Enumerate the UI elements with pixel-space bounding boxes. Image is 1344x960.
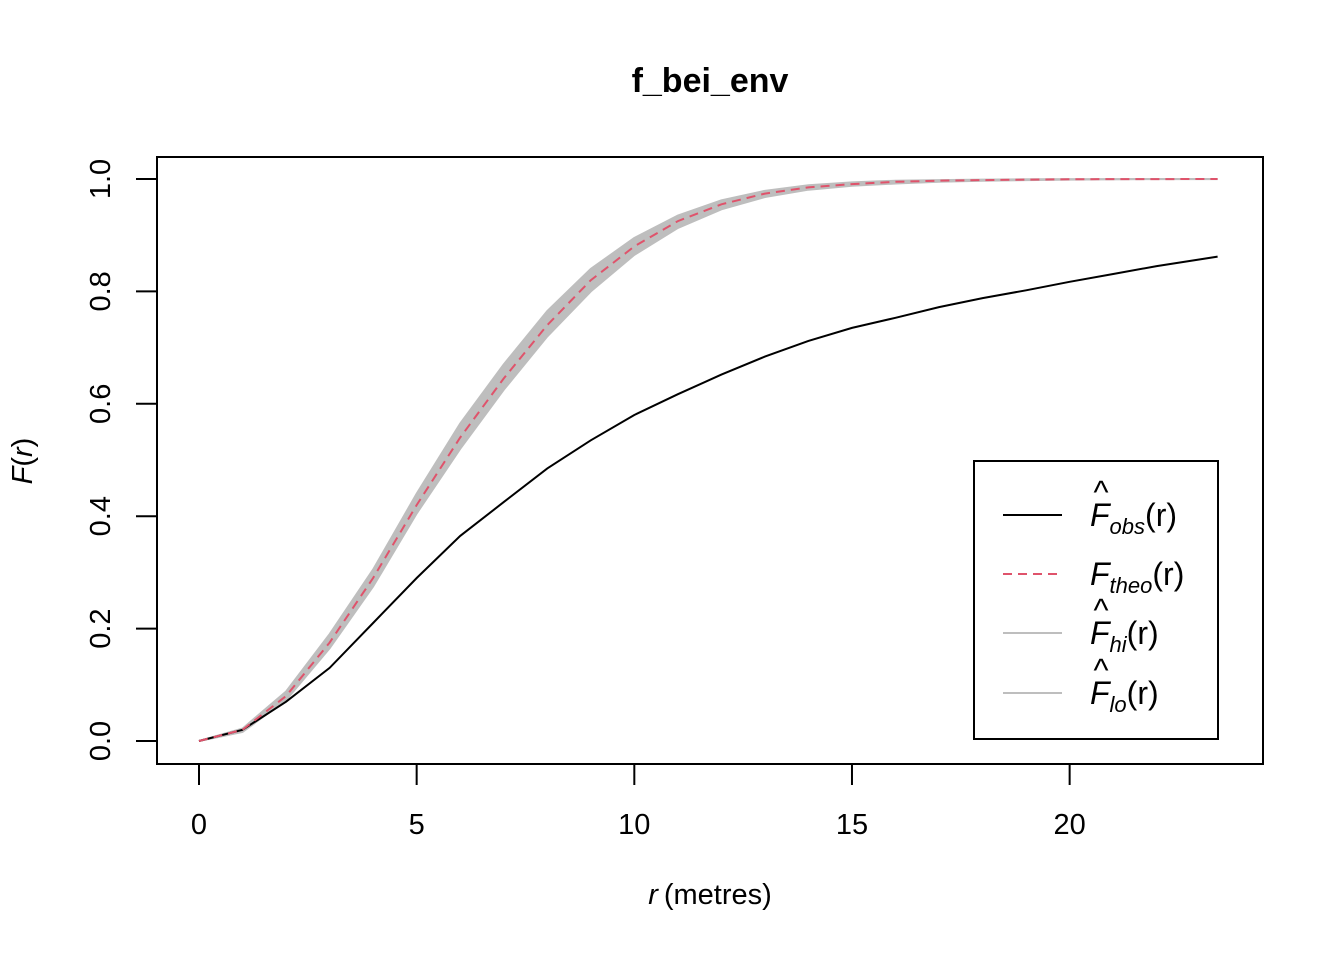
- x-axis-unit: (metres): [664, 879, 772, 911]
- y-tick-label: 0.8: [85, 271, 117, 311]
- legend-hat-hi: ^: [1093, 592, 1108, 628]
- legend-base-obs: F: [1090, 497, 1112, 533]
- legend-arg-hi: (r): [1127, 615, 1159, 651]
- series-layer: [198, 178, 1218, 742]
- x-tick-label: 20: [1054, 809, 1086, 841]
- legend-sub-theo: theo: [1110, 573, 1153, 598]
- legend: Fobs(r)^Ftheo(r)Fhi(r)^Flo(r)^: [973, 460, 1219, 740]
- legend-sub-hi: hi: [1110, 632, 1128, 657]
- y-tick-label: 0.4: [85, 496, 117, 536]
- y-axis-close: ): [7, 438, 39, 448]
- legend-base-lo: F: [1090, 675, 1112, 711]
- legend-hat-lo: ^: [1093, 652, 1108, 688]
- legend-arg-theo: (r): [1152, 556, 1184, 592]
- legend-label-obs: Fobs(r): [1090, 497, 1177, 539]
- legend-arg-obs: (r): [1145, 497, 1177, 533]
- legend-hat-obs: ^: [1093, 474, 1108, 510]
- x-tick-label: 5: [409, 809, 425, 841]
- y-tick-label: 1.0: [85, 159, 117, 199]
- y-axis-func: F: [7, 464, 39, 484]
- x-axis: 0 5 10 15 20: [191, 763, 1086, 841]
- y-tick-label: 0.2: [85, 608, 117, 648]
- legend-label-hi: Fhi(r): [1090, 615, 1159, 657]
- y-axis-var: r: [7, 446, 39, 457]
- legend-label-lo: Flo(r): [1090, 675, 1159, 717]
- series-line-theo: [198, 178, 1218, 742]
- x-tick-label: 15: [836, 809, 868, 841]
- x-tick-label: 10: [618, 809, 650, 841]
- legend-base-theo: F: [1090, 556, 1112, 592]
- y-tick-label: 0.6: [85, 384, 117, 424]
- x-axis-var: r: [648, 879, 659, 911]
- plot-area: [156, 156, 1264, 765]
- chart-title: f_bei_env: [632, 62, 789, 100]
- legend-sub-lo: lo: [1110, 692, 1127, 717]
- x-tick-label: 0: [191, 809, 207, 841]
- legend-arg-lo: (r): [1127, 675, 1159, 711]
- y-axis: 0.0 0.2 0.4 0.6 0.8 1.0: [85, 159, 158, 761]
- x-axis-label: r (metres): [648, 879, 772, 911]
- y-tick-label: 0.0: [85, 721, 117, 761]
- y-axis-label: F(r): [7, 438, 39, 485]
- series-line-obs: [198, 255, 1218, 742]
- y-axis-open: (: [7, 457, 39, 467]
- legend-label-theo: Ftheo(r): [1090, 556, 1184, 598]
- legend-sub-obs: obs: [1110, 514, 1145, 539]
- legend-base-hi: F: [1090, 615, 1112, 651]
